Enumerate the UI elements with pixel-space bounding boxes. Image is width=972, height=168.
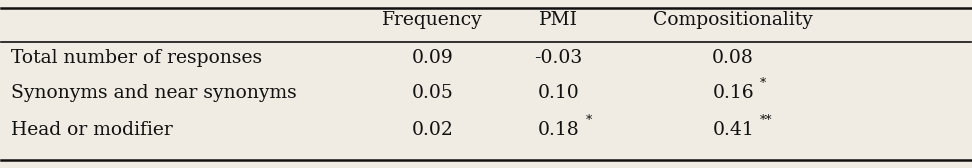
Text: **: ** — [760, 114, 773, 127]
Text: Head or modifier: Head or modifier — [11, 121, 173, 139]
Text: Compositionality: Compositionality — [653, 11, 814, 29]
Text: 0.18: 0.18 — [538, 121, 579, 139]
Text: Frequency: Frequency — [382, 11, 483, 29]
Text: 0.16: 0.16 — [712, 84, 754, 102]
Text: 0.02: 0.02 — [412, 121, 454, 139]
Text: -0.03: -0.03 — [535, 50, 583, 68]
Text: Total number of responses: Total number of responses — [11, 50, 262, 68]
Text: 0.05: 0.05 — [412, 84, 454, 102]
Text: Synonyms and near synonyms: Synonyms and near synonyms — [11, 84, 296, 102]
Text: 0.41: 0.41 — [712, 121, 754, 139]
Text: *: * — [760, 77, 766, 90]
Text: PMI: PMI — [539, 11, 578, 29]
Text: 0.10: 0.10 — [538, 84, 579, 102]
Text: 0.08: 0.08 — [712, 50, 754, 68]
Text: *: * — [585, 114, 592, 127]
Text: 0.09: 0.09 — [412, 50, 454, 68]
